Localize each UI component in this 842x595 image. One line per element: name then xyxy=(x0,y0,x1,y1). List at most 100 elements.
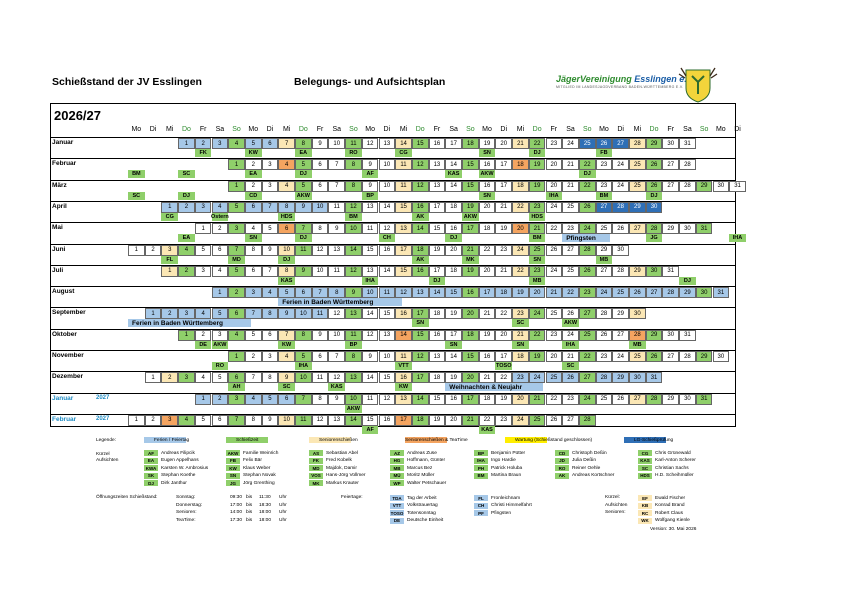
day-cell: 3 xyxy=(211,329,229,341)
weekday-label: Fr xyxy=(433,125,441,133)
day-cell: 7 xyxy=(244,308,262,320)
day-cell: 3 xyxy=(261,351,279,362)
day-cell: 9 xyxy=(278,372,295,384)
weekday-label: Mi xyxy=(516,125,525,133)
day-cell: 31 xyxy=(645,372,663,384)
person-abbr: MK xyxy=(309,480,323,487)
day-cell: 31 xyxy=(695,223,713,235)
day-cell: 6 xyxy=(261,329,279,341)
day-cell: 26 xyxy=(545,414,563,426)
day-cell: 16 xyxy=(378,244,396,256)
day-cell: 1 xyxy=(228,159,245,171)
weekday-label: So xyxy=(699,125,709,133)
person-abbr: WP xyxy=(390,480,404,487)
supervisor-abbr: DJ xyxy=(679,276,696,285)
day-cell: 27 xyxy=(562,244,579,256)
day-cell: 21 xyxy=(528,393,546,405)
day-cell: 19 xyxy=(462,265,479,277)
day-cell: 19 xyxy=(428,244,446,256)
supervisor-abbr: CG xyxy=(395,149,412,157)
day-cell: 14 xyxy=(411,393,429,405)
day-cell: 20 xyxy=(445,244,462,256)
supervisor-abbr: FL xyxy=(161,255,179,264)
person-abbr: MÜ xyxy=(390,472,404,479)
day-cell: 7 xyxy=(244,372,262,384)
person-name: Karl-Anton Scherer xyxy=(655,458,696,464)
opening-bis: bis xyxy=(246,502,253,508)
day-cell: 28 xyxy=(612,265,629,277)
person-name: Familie Weinrich xyxy=(243,450,279,456)
day-cell: 3 xyxy=(178,308,195,320)
supervisor-abbr: CH xyxy=(378,234,396,243)
day-cell: 3 xyxy=(244,287,262,299)
day-cell: 9 xyxy=(261,244,279,256)
day-cell: 3 xyxy=(194,265,212,277)
opening-label: Öffnungszeiten Schießstand: xyxy=(96,495,158,500)
legend-item: Ferien / Feiertag xyxy=(154,438,190,443)
senior-name: Konrad Brand xyxy=(655,503,685,509)
day-cell: 15 xyxy=(378,372,396,384)
day-cell: 14 xyxy=(345,244,362,256)
person-abbr: SN xyxy=(226,472,240,479)
weekday-label: Sa xyxy=(332,125,342,133)
day-cell: 23 xyxy=(595,180,613,192)
weekday-label: Sa xyxy=(449,125,458,133)
legend-swatch xyxy=(624,437,666,443)
opening-to: 18:00 xyxy=(259,510,272,516)
opening-uhr: Uhr xyxy=(279,495,287,500)
day-cell: 28 xyxy=(578,244,596,256)
supervisor-abbr: SN xyxy=(512,340,529,349)
day-cell: 13 xyxy=(328,244,346,256)
day-cell: 4 xyxy=(278,159,295,171)
day-cell: 29 xyxy=(695,351,713,362)
supervisor-abbr: KW xyxy=(395,383,412,392)
day-cell: 29 xyxy=(645,138,663,149)
person-abbr: CG xyxy=(638,450,652,456)
weekday-label: Mi xyxy=(166,125,174,133)
person-abbr: PH xyxy=(474,465,488,472)
day-cell: 17 xyxy=(478,287,496,299)
day-cell: 4 xyxy=(278,180,295,192)
day-cell: 30 xyxy=(612,244,629,256)
supervisor-abbr: BM xyxy=(345,212,362,221)
row-separator xyxy=(50,243,736,244)
supervisor-abbr: SC xyxy=(562,362,579,370)
day-cell: 18 xyxy=(411,414,429,426)
supervisor-abbr: DJ xyxy=(295,234,312,243)
day-cell: 7 xyxy=(328,159,346,171)
day-cell: 26 xyxy=(562,372,579,384)
day-cell: 20 xyxy=(512,223,529,235)
day-cell: 24 xyxy=(612,351,629,362)
weekday-label: Mo xyxy=(482,125,492,133)
weekday-label: Do xyxy=(649,125,659,133)
aufsichten-label: Aufsichten xyxy=(96,458,119,463)
day-cell: 7 xyxy=(261,265,279,277)
day-cell: 24 xyxy=(528,372,546,384)
supervisor-abbr: EA xyxy=(244,170,262,179)
day-cell: 22 xyxy=(578,351,596,362)
day-cell: 23 xyxy=(578,287,596,299)
day-cell: 17 xyxy=(395,244,412,256)
day-cell: 8 xyxy=(244,244,262,256)
day-cell: 27 xyxy=(662,180,680,192)
day-cell: 13 xyxy=(428,180,446,192)
person-abbr: MD xyxy=(309,465,323,472)
day-cell: 20 xyxy=(478,265,496,277)
day-cell: 7 xyxy=(278,329,295,341)
supervisor-abbr: AKW xyxy=(345,404,362,413)
day-cell: 13 xyxy=(411,287,429,299)
day-cell: 17 xyxy=(411,372,429,384)
supervisor-abbr: MB xyxy=(528,276,546,285)
day-cell: 16 xyxy=(478,159,496,171)
day-cell: 22 xyxy=(495,372,513,384)
holiday-band: Ferien in Baden Württemberg xyxy=(278,298,402,307)
person-name: Hans-Jörg Vollmer xyxy=(326,473,366,479)
day-cell: 12 xyxy=(411,180,429,192)
page-title: Schießstand der JV Esslingen xyxy=(52,76,202,88)
person-name: Moritz Müller xyxy=(407,473,435,479)
weekday-label: Mi xyxy=(399,125,408,133)
day-cell: 4 xyxy=(178,414,195,426)
day-cell: 4 xyxy=(178,244,195,256)
day-cell: 21 xyxy=(478,308,496,320)
supervisor-abbr: SN xyxy=(478,149,496,157)
